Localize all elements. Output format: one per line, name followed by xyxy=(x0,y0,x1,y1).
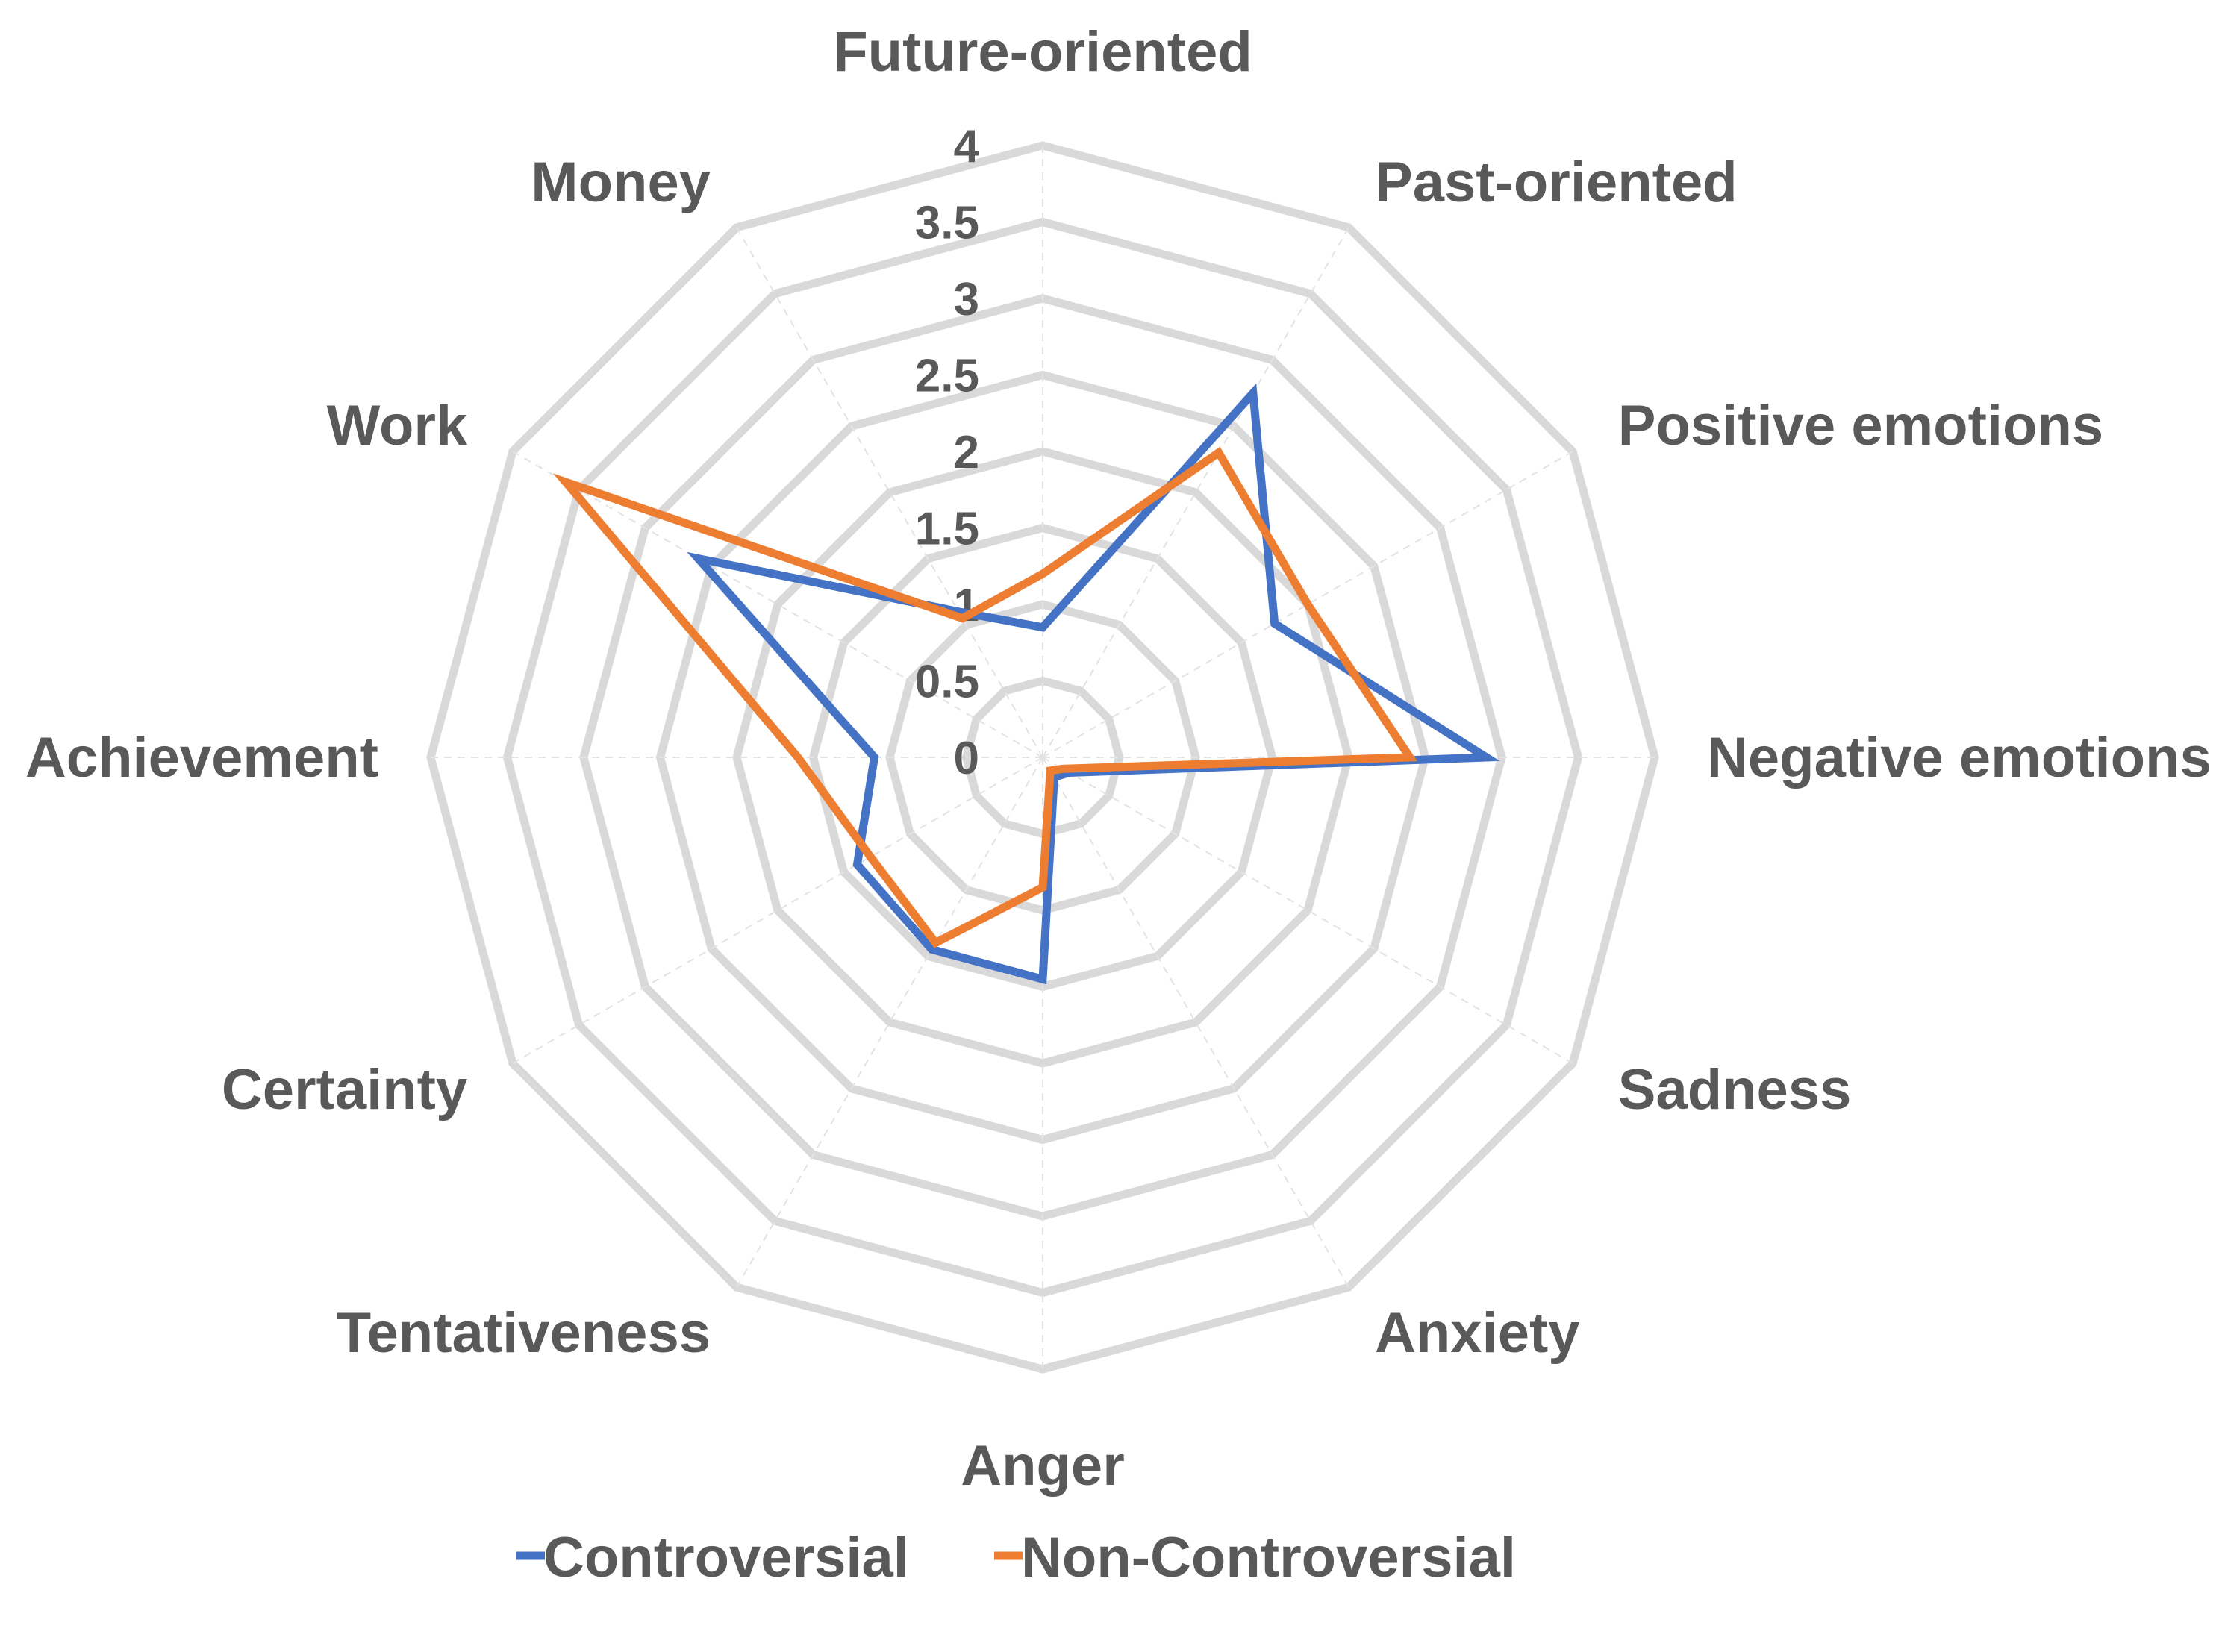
category-label: Past-oriented xyxy=(1375,151,1738,214)
legend: Controversial Non-Controversial xyxy=(516,1526,1516,1589)
category-label: Future-oriented xyxy=(833,20,1252,84)
legend-label: Controversial xyxy=(543,1526,909,1589)
category-label: Sadness xyxy=(1618,1058,1852,1121)
radial-tick-labels: 0 0.5 1 1.5 2 2.5 3 3.5 4 xyxy=(915,121,980,784)
data-series xyxy=(552,383,1500,985)
tick-label: 3 xyxy=(954,274,979,325)
tick-label: 0.5 xyxy=(915,657,979,708)
category-label: Achievement xyxy=(25,726,378,789)
category-label: Money xyxy=(531,151,711,214)
category-label: Anxiety xyxy=(1375,1301,1580,1365)
category-label: Certainty xyxy=(222,1058,467,1121)
category-label: Tentativeness xyxy=(337,1301,711,1365)
category-labels: Future-oriented Past-oriented Positive emo… xyxy=(25,20,2212,1498)
tick-label: 4 xyxy=(954,121,980,172)
tick-label: 1 xyxy=(954,580,979,631)
tick-label: 1.5 xyxy=(915,504,979,555)
category-label: Anger xyxy=(961,1434,1125,1498)
tick-label: 2 xyxy=(954,427,979,478)
series-line-1 xyxy=(687,383,1500,985)
category-label: Negative emotions xyxy=(1707,726,2212,789)
tick-label: 2.5 xyxy=(915,351,979,402)
tick-label: 0 xyxy=(954,733,979,784)
category-label: Work xyxy=(327,394,468,457)
series-line-2 xyxy=(552,446,1418,948)
tick-label: 3.5 xyxy=(915,198,979,249)
legend-label: Non-Controversial xyxy=(1021,1526,1516,1589)
category-label: Positive emotions xyxy=(1618,394,2103,457)
